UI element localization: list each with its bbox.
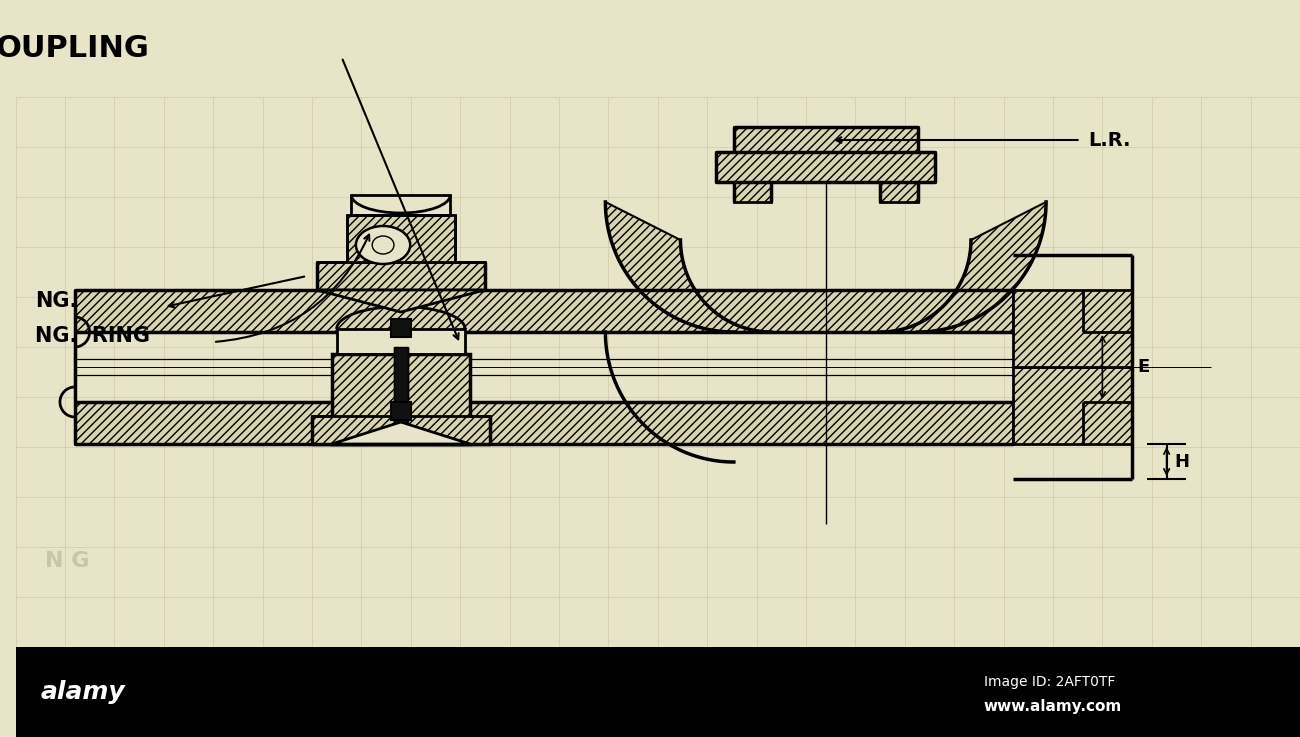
Bar [16, 647, 1300, 737]
Bar [733, 127, 918, 152]
Bar [880, 182, 918, 202]
Text: www.alamy.com: www.alamy.com [984, 699, 1122, 714]
Bar [312, 416, 490, 444]
Text: OUPLING: OUPLING [0, 34, 150, 63]
Bar [394, 347, 408, 422]
Bar [332, 354, 471, 444]
Bar [75, 402, 1014, 444]
Polygon shape [332, 422, 471, 444]
Bar [391, 402, 411, 420]
Polygon shape [317, 290, 485, 312]
Text: Image ID: 2AFT0TF: Image ID: 2AFT0TF [984, 675, 1115, 689]
Text: alamy: alamy [40, 680, 125, 704]
Text: H: H [1174, 453, 1190, 470]
Text: L.R.: L.R. [1088, 130, 1131, 150]
Bar [1014, 367, 1132, 444]
Bar [317, 262, 485, 290]
Text: E: E [1138, 358, 1149, 376]
Text: NG.: NG. [35, 291, 78, 311]
Bar [337, 329, 465, 354]
Bar [351, 195, 450, 215]
Polygon shape [606, 202, 771, 332]
Bar [347, 215, 455, 262]
Text: NG.  RING: NG. RING [35, 326, 151, 346]
Bar [75, 290, 1014, 332]
Bar [1014, 290, 1132, 367]
Bar [733, 182, 771, 202]
Text: N G: N G [46, 551, 90, 571]
Polygon shape [880, 202, 1046, 332]
Bar [716, 152, 936, 182]
Ellipse shape [356, 226, 411, 264]
Ellipse shape [372, 236, 394, 254]
Bar [391, 319, 411, 337]
